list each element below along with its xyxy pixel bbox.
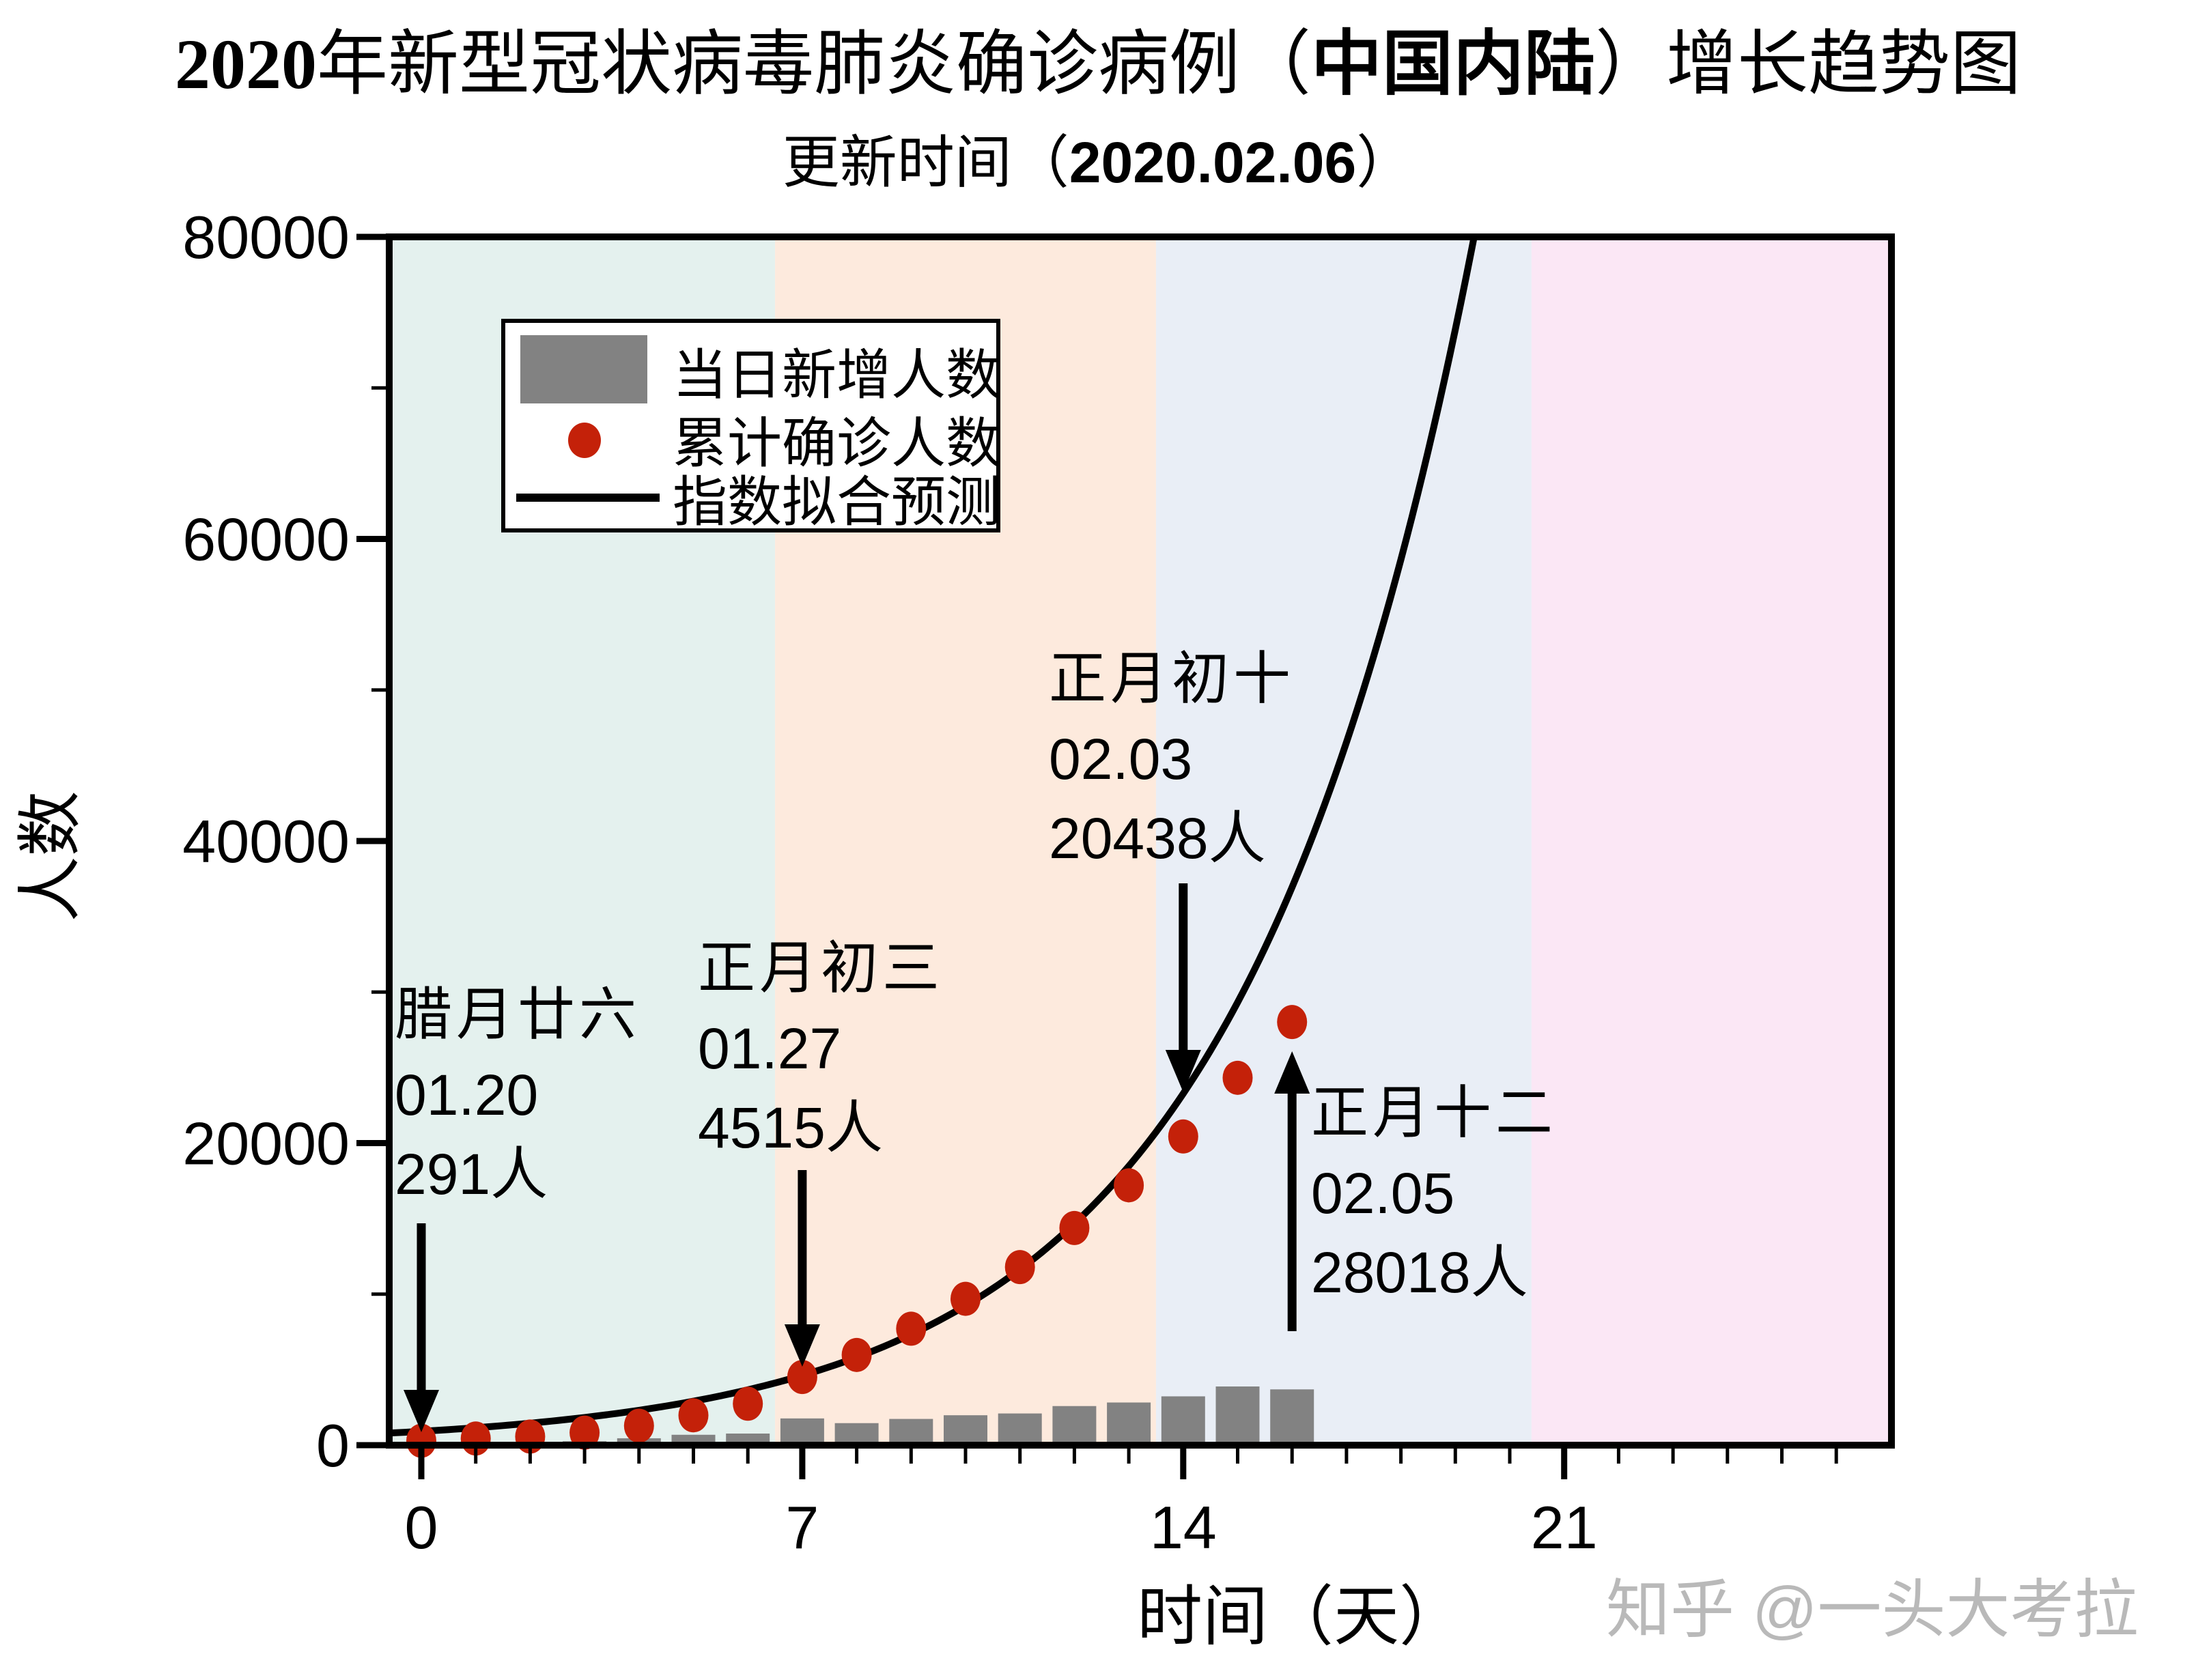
watermark: 知乎 @一头大考拉	[1606, 1574, 2139, 1645]
cumulative-dots	[406, 1005, 1308, 1458]
annotation-02-03: 正月初十 02.03 20438人	[1049, 640, 1295, 878]
y-axis-label: 人数	[14, 791, 87, 922]
chart-title: 2020年新型冠状病毒肺炎确诊病例（中国内陆）增长趋势图	[0, 25, 2196, 104]
chart-subtitle: 更新时间（2020.02.06）	[0, 131, 2196, 195]
title-year: 2020	[174, 25, 317, 104]
axes-frame-and-ticks	[356, 233, 1895, 1479]
svg-text:21: 21	[1531, 1494, 1598, 1561]
annotation-lunar-date: 正月十二	[1311, 1082, 1558, 1145]
annotation-arrows	[404, 883, 1310, 1432]
legend-item-daily-new: 当日新增人数	[505, 335, 1000, 406]
legend-label: 指数拟合预测	[673, 473, 1000, 533]
annotation-lunar-date: 腊月廿六	[395, 984, 641, 1047]
subtitle-date: 2020.02.06	[1069, 130, 1357, 195]
subtitle-tail: ）	[1356, 132, 1414, 195]
annotation-count: 28018人	[1311, 1240, 1528, 1305]
exponential-fit-curve	[388, 236, 1478, 1437]
svg-text:60000: 60000	[182, 506, 350, 573]
annotation-02-05: 正月十二 02.05 28018人	[1311, 1074, 1557, 1312]
daily-new-bars	[453, 1386, 1314, 1445]
annotation-01-20: 腊月廿六 01.20 291人	[395, 976, 640, 1214]
title-tail: ）增长趋势图	[1595, 25, 2022, 104]
dot-swatch-icon	[568, 423, 601, 458]
annotation-count: 291人	[395, 1142, 548, 1206]
annotation-lunar-date: 正月初十	[1049, 648, 1295, 711]
annotation-01-27: 正月初三 01.27 4515人	[698, 930, 944, 1167]
title-region: 中国内陆	[1310, 25, 1595, 104]
annotation-date: 01.27	[698, 1016, 842, 1081]
annotation-date: 02.05	[1311, 1161, 1455, 1225]
annotation-date: 02.03	[1049, 727, 1193, 791]
svg-text:40000: 40000	[182, 808, 350, 875]
svg-text:0: 0	[405, 1494, 438, 1561]
legend: 当日新增人数 累计确诊人数 指数拟合预测	[501, 319, 1000, 533]
bar-swatch-icon	[520, 335, 647, 403]
svg-text:7: 7	[785, 1494, 819, 1561]
line-swatch-icon	[516, 494, 660, 502]
svg-text:14: 14	[1150, 1494, 1217, 1561]
legend-item-fit: 指数拟合预测	[505, 462, 1000, 533]
tick-labels: 0 7 14 21 0 20000 40000 60000 80000	[182, 203, 1597, 1561]
legend-item-cumulative: 累计确诊人数	[505, 403, 1000, 474]
svg-text:80000: 80000	[182, 203, 350, 271]
svg-text:20000: 20000	[182, 1110, 350, 1178]
annotation-count: 4515人	[698, 1096, 883, 1160]
svg-text:0: 0	[316, 1412, 350, 1479]
title-main: 年新型冠状病毒肺炎确诊病例（	[316, 25, 1311, 104]
x-axis-label: 时间（天）	[1137, 1580, 1465, 1653]
annotation-count: 20438人	[1049, 806, 1266, 870]
annotation-lunar-date: 正月初三	[698, 937, 944, 1001]
legend-label: 累计确诊人数	[673, 414, 1000, 474]
annotation-date: 01.20	[395, 1063, 539, 1127]
subtitle-text: 更新时间（	[782, 132, 1069, 195]
legend-label: 当日新增人数	[673, 346, 1000, 406]
